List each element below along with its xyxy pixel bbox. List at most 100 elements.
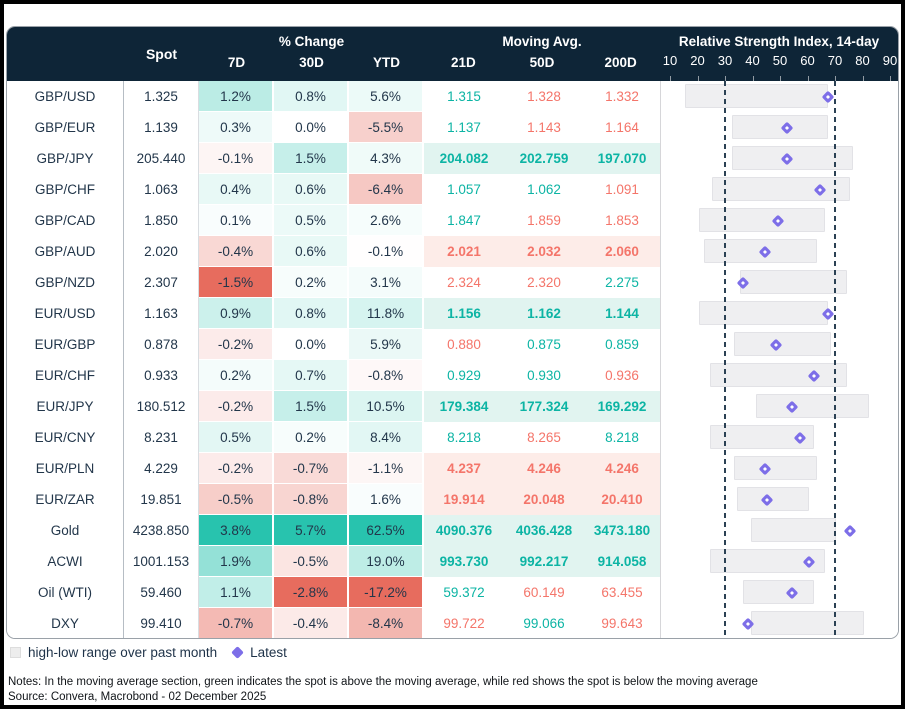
pair-label: EUR/PLN [7, 453, 124, 484]
moving-avg-cell: 1.156 [424, 298, 504, 329]
rsi-axis-tick [725, 76, 726, 81]
pct-change-cell: 1.5% [274, 143, 349, 174]
rsi-cell [660, 298, 898, 329]
moving-avg-cell: 2.320 [527, 275, 561, 290]
pct-change-cell: 11.8% [349, 298, 424, 329]
rsi-cell [660, 112, 898, 143]
moving-avg-cell: 204.082 [424, 143, 504, 174]
pct-change-cell: -17.2% [349, 577, 424, 608]
moving-avg-cell: 19.914 [424, 484, 504, 515]
chart-legend: high-low range over past month Latest [10, 645, 287, 660]
table-row: GBP/CHF 1.063 0.4% 0.6% -6.4% 1.057 1.062 1.091 [7, 174, 898, 205]
spot-value: 1.139 [124, 112, 199, 143]
pct-change-cell: 0.2% [274, 422, 349, 453]
pct-change-cell: 2.6% [349, 205, 424, 236]
rsi-range-bar [698, 301, 828, 325]
table-row: GBP/AUD 2.020 -0.4% 0.6% -0.1% 2.021 2.032 2.06… [7, 236, 898, 267]
rsi-axis-tick-label: 50 [772, 53, 788, 68]
rsi-range-bar [742, 580, 814, 604]
moving-avg-cell: 1.144 [584, 298, 660, 329]
col-group-pct-change: % Change 7D 30D YTD [199, 27, 424, 81]
pct-change-cell: 3.8% [199, 515, 274, 546]
pct-change-cell: -0.4% [274, 608, 349, 638]
pct-change-cell: -0.2% [199, 453, 274, 484]
pair-label: GBP/AUD [7, 236, 124, 267]
rsi-range-bar [750, 611, 864, 635]
notes-text: Notes: In the moving average section, gr… [8, 676, 758, 688]
pct-change-cell: 0.4% [199, 174, 274, 205]
pct-change-cell: 3.1% [349, 267, 424, 298]
rsi-range-bar [734, 456, 817, 480]
table-row: EUR/ZAR 19.851 -0.5% -0.8% 1.6% 19.914 20.048 2… [7, 484, 898, 515]
moving-avg-cell: 1.164 [605, 120, 639, 135]
col-header-ytd: YTD [373, 55, 400, 70]
diamond-icon [231, 646, 244, 659]
rsi-range-bar [750, 518, 836, 542]
rsi-axis-tick-label: 20 [690, 53, 705, 68]
pct-change-cell: 0.6% [274, 174, 349, 205]
moving-avg-cell: 63.455 [601, 585, 643, 600]
spot-value: 4238.850 [124, 515, 199, 546]
legend-latest-label: Latest [250, 645, 287, 660]
pct-change-cell: -0.1% [349, 236, 424, 267]
pct-change-cell: 1.1% [199, 577, 274, 608]
pct-change-cell: 0.9% [199, 298, 274, 329]
spot-value: 99.410 [124, 608, 199, 638]
col-header-50d: 50D [529, 55, 555, 70]
rsi-cell [660, 360, 898, 391]
pair-label: EUR/GBP [7, 329, 124, 360]
rsi-range-bar [709, 425, 814, 449]
pct-change-cell: -0.8% [349, 360, 424, 391]
moving-avg-cell: 0.875 [527, 337, 561, 352]
pair-label: GBP/CAD [7, 205, 124, 236]
col-header-200d: 200D [604, 55, 637, 70]
rsi-range-bar [709, 363, 847, 387]
moving-avg-cell: 177.324 [504, 391, 584, 422]
rsi-cell [660, 546, 898, 577]
spot-value: 0.878 [124, 329, 199, 360]
rsi-cell [660, 577, 898, 608]
pct-change-cell: 0.6% [274, 236, 349, 267]
moving-avg-cell: 99.066 [523, 616, 565, 631]
moving-avg-cell: 2.032 [504, 236, 584, 267]
table-row: GBP/NZD 2.307 -1.5% 0.2% 3.1% 2.324 2.320 2.275 [7, 267, 898, 298]
spot-value: 2.020 [124, 236, 199, 267]
moving-avg-cell: 1.057 [447, 182, 481, 197]
col-header-pair [7, 27, 124, 81]
rsi-cell [660, 81, 898, 112]
spot-value: 4.229 [124, 453, 199, 484]
moving-avg-cell: 993.730 [424, 546, 504, 577]
spot-value: 205.440 [124, 143, 199, 174]
spot-value: 19.851 [124, 484, 199, 515]
moving-avg-cell: 197.070 [584, 143, 660, 174]
moving-avg-cell: 4090.376 [424, 515, 504, 546]
moving-avg-cell: 202.759 [504, 143, 584, 174]
pair-label: EUR/CHF [7, 360, 124, 391]
table-row: Oil (WTI) 59.460 1.1% -2.8% -17.2% 59.372 60.1… [7, 577, 898, 608]
pct-change-cell: -0.8% [274, 484, 349, 515]
rsi-cell [660, 608, 898, 638]
pair-label: EUR/USD [7, 298, 124, 329]
pct-change-cell: 0.2% [274, 267, 349, 298]
table-row: GBP/USD 1.325 1.2% 0.8% 5.6% 1.315 1.328 1.332 [7, 81, 898, 112]
pct-change-cell: 19.0% [349, 546, 424, 577]
pct-change-cell: -0.7% [199, 608, 274, 638]
rsi-cell [660, 236, 898, 267]
pct-change-cell: -0.7% [274, 453, 349, 484]
rsi-cell [660, 453, 898, 484]
moving-avg-cell: 1.332 [605, 89, 639, 104]
moving-avg-cell: 992.217 [504, 546, 584, 577]
pair-label: GBP/CHF [7, 174, 124, 205]
pair-label: Oil (WTI) [7, 577, 124, 608]
pct-change-cell: 10.5% [349, 391, 424, 422]
pct-change-cell: -0.4% [199, 236, 274, 267]
moving-avg-cell: 4036.428 [504, 515, 584, 546]
moving-avg-cell: 0.880 [447, 337, 481, 352]
rsi-axis-tick [862, 76, 864, 81]
pct-change-cell: 0.7% [274, 360, 349, 391]
pct-change-cell: -8.4% [349, 608, 424, 638]
pct-change-cell: 0.8% [274, 81, 349, 112]
rsi-threshold-line [834, 81, 836, 638]
fx-rates-table: Spot % Change 7D 30D YTD Moving Avg. 21D… [6, 26, 899, 639]
spot-value: 2.307 [124, 267, 199, 298]
